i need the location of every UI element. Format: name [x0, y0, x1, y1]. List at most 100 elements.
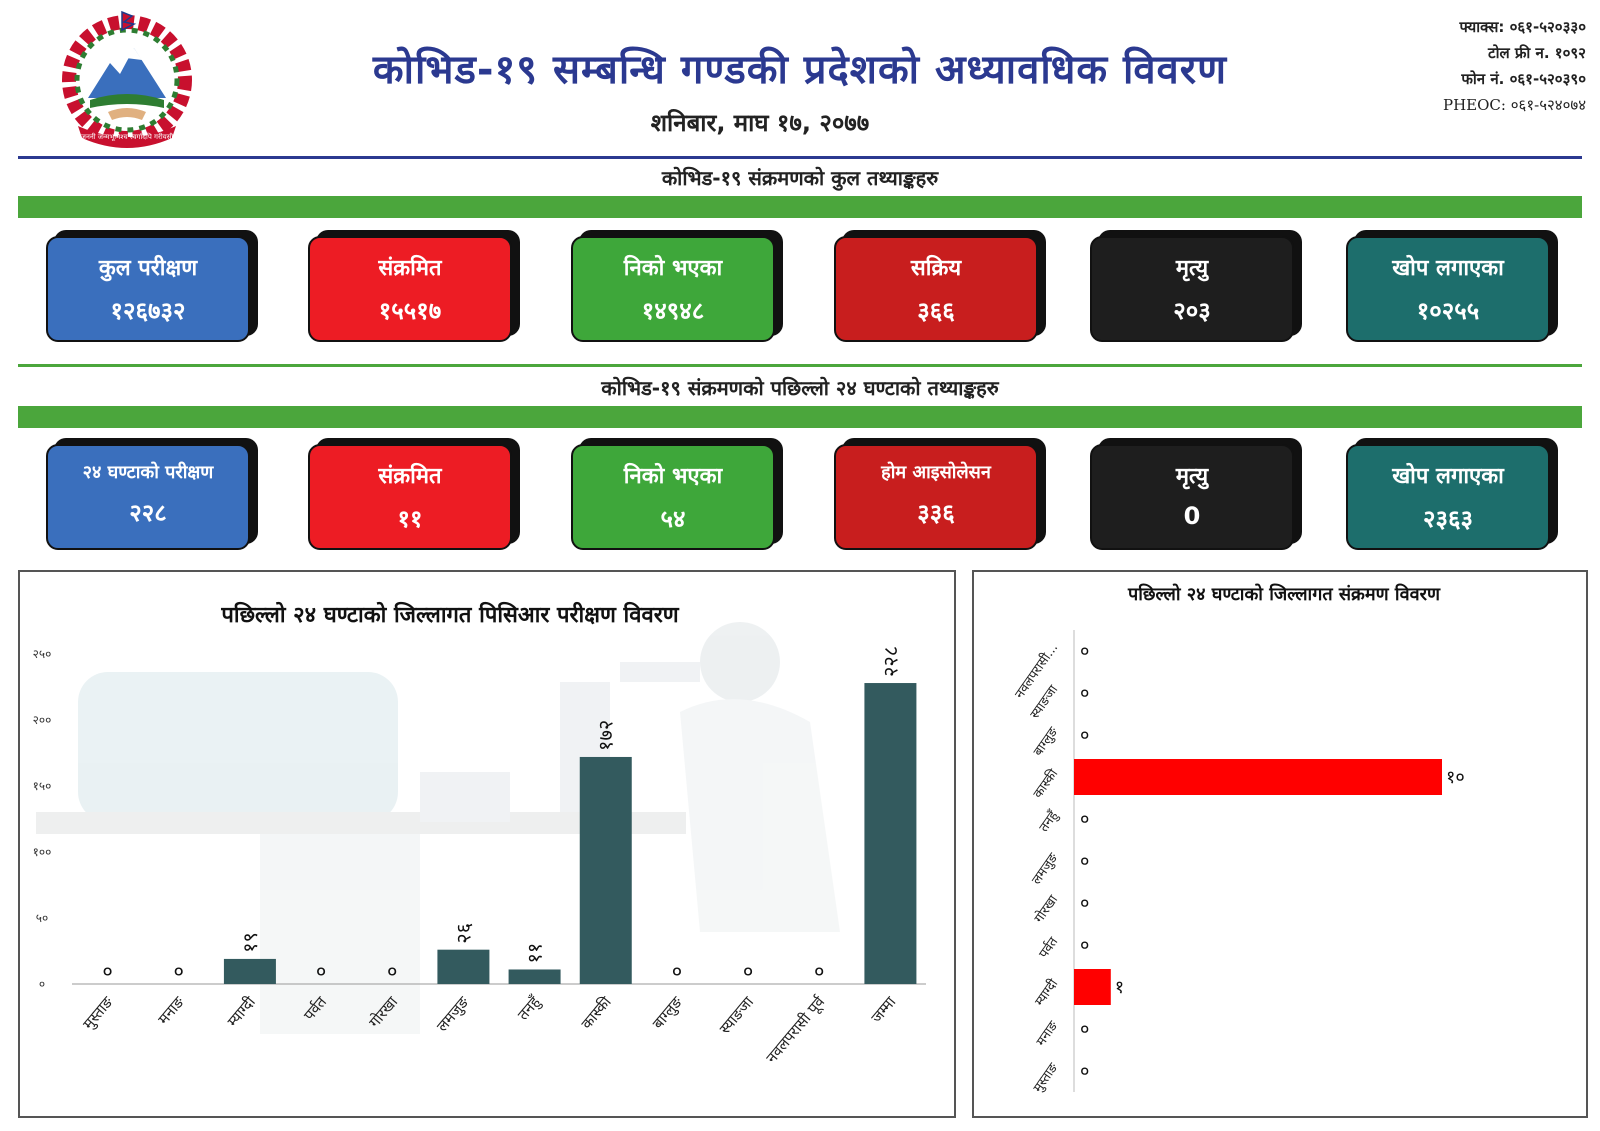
report-date: शनिबार, माघ १७, २०७७ [650, 109, 870, 137]
fax-number: फ्याक्स: ०६१-५२०३३० [1459, 18, 1586, 36]
card-label: खोप लगाएका [1392, 464, 1504, 489]
card-label: निको भएका [623, 464, 723, 489]
card-24h-tests: २४ घण्टाको परीक्षण २२८ [46, 444, 250, 550]
bar-value-label: ० [316, 959, 326, 983]
x-tick-label: मुस्ताङ [79, 993, 117, 1034]
x-tick-label: मनाङ [154, 993, 188, 1028]
bar [508, 969, 561, 984]
card-label: होम आइसोलेसन [881, 462, 991, 483]
24h-section-title: कोभिड-१९ संक्रमणको पछिल्लो २४ घण्टाको तथ… [601, 376, 999, 400]
bar-value-label: ० [174, 959, 184, 983]
y-tick-label: २०० [33, 713, 52, 727]
y-tick-label: ० [39, 977, 45, 991]
bar [223, 958, 276, 984]
bar [1074, 759, 1442, 795]
card-value: २२८ [129, 499, 167, 527]
x-tick-label: कास्की [577, 992, 615, 1032]
bar-value-label: ० [1080, 1061, 1089, 1082]
y-axis-labels: नवलपरासी...स्याङजाबाग्लुङकास्कीतनहुँलमजु… [1012, 640, 1063, 1095]
bar-value-label: १७२ [594, 720, 618, 751]
bar [437, 949, 490, 984]
bar-value-label: ० [1080, 1019, 1089, 1040]
x-tick-label: बाग्लुङ [649, 993, 687, 1033]
y-tick-label: तनहुँ [1036, 807, 1063, 835]
card-label: मृत्यु [1175, 256, 1209, 281]
total-section-band [18, 196, 1582, 218]
card-value: २३६३ [1423, 505, 1473, 533]
bar-value-label: ० [1080, 641, 1089, 662]
pcr-tests-bar-chart: पछिल्लो २४ घण्टाको जिल्लागत पिसिआर परीक्… [33, 601, 926, 1067]
card-label: खोप लगाएका [1392, 256, 1504, 281]
y-tick-label: १५० [33, 779, 52, 793]
y-tick-label: २५० [33, 647, 52, 661]
bar-value-label: ० [1080, 851, 1089, 872]
header-divider [18, 156, 1582, 159]
bar-value-label: ० [102, 959, 112, 983]
bar-value-label: ० [1080, 893, 1089, 914]
y-tick-label: पर्वत [1036, 934, 1062, 962]
chart-title: पछिल्लो २४ घण्टाको जिल्लागत पिसिआर परीक्… [220, 601, 679, 628]
toll-free-number: टोल फ्री न. १०९२ [1488, 44, 1586, 62]
bar-value-label: ० [1080, 725, 1089, 746]
y-axis: ० ५० १०० १५० २०० २५० [33, 647, 52, 991]
card-value: 0 [1183, 502, 1201, 530]
infection-bar-chart: पछिल्लो २४ घण्टाको जिल्लागत संक्रमण विवर… [1012, 583, 1465, 1095]
card-total-infected: संक्रमित १५५१७ [308, 236, 512, 342]
y-tick-label: मुस्ताङ [1031, 1060, 1062, 1095]
card-24h-home-isolation: होम आइसोलेसन ३३६ [834, 444, 1038, 550]
emblem-ribbon [78, 126, 176, 148]
bar-value-label: ० [1080, 683, 1089, 704]
24h-section-band [18, 406, 1582, 428]
flag-icon [121, 10, 137, 32]
mountain-icon [88, 48, 166, 98]
card-value: १०२५५ [1416, 297, 1480, 325]
card-label: संक्रमित [378, 256, 442, 281]
contact-info: फ्याक्स: ०६१-५२०३३० टोल फ्री न. १०९२ फोन… [1443, 14, 1586, 118]
x-tick-label: स्याङजा [716, 992, 758, 1037]
x-tick-label: नवलपरासी पूर्व [762, 992, 829, 1067]
card-value: १५५१७ [378, 297, 442, 325]
infection-chart-panel: पछिल्लो २४ घण्टाको जिल्लागत संक्रमण विवर… [972, 570, 1588, 1118]
card-label: मृत्यु [1175, 464, 1209, 489]
x-tick-label: जम्मा [867, 992, 900, 1026]
bar-value-label: १० [1446, 767, 1465, 788]
handshake-icon [108, 108, 146, 120]
card-label: निको भएका [623, 256, 723, 281]
bar [579, 756, 632, 984]
lab-background-illustration [36, 622, 840, 1034]
card-label: २४ घण्टाको परीक्षण [82, 462, 214, 483]
card-total-recovered: निको भएका १४९४८ [571, 236, 775, 342]
card-value: १४९४८ [641, 297, 705, 325]
bar-value-label: ० [1080, 809, 1089, 830]
emblem-motto: जननी जन्मभूमिश्च स्वर्गादपि गरीयसी [81, 132, 174, 141]
bar-value-label: १ [1115, 977, 1124, 998]
card-label: संक्रमित [378, 464, 442, 489]
y-tick-label: ५० [36, 911, 48, 925]
y-tick-label: कास्की [1030, 766, 1062, 802]
card-value: १२६७३२ [110, 297, 186, 325]
chart-title: पछिल्लो २४ घण्टाको जिल्लागत संक्रमण विवर… [1127, 583, 1441, 605]
bar [1074, 969, 1111, 1005]
section-divider [18, 364, 1582, 367]
bar-value-label: ० [387, 959, 397, 983]
card-label: कुल परीक्षण [98, 256, 198, 281]
x-tick-label: तनहुँ [514, 992, 545, 1024]
card-24h-vaccinated: खोप लगाएका २३६३ [1346, 444, 1550, 550]
card-value: ११ [397, 505, 423, 533]
card-value: ३६६ [917, 297, 955, 325]
card-24h-infected: संक्रमित ११ [308, 444, 512, 550]
y-tick-label: गोरखा [1031, 892, 1062, 926]
y-tick-label: १०० [33, 845, 52, 859]
card-24h-deaths: मृत्यु 0 [1090, 444, 1294, 550]
card-label: सक्रिय [910, 256, 962, 281]
pheoc-number: PHEOC: ०६१-५२४०७४ [1443, 96, 1586, 114]
nepal-emblem-logo: जननी जन्मभूमिश्च स्वर्गादपि गरीयसी [48, 8, 206, 153]
bar-value-label: ११ [523, 943, 547, 964]
x-tick-label: म्याग्दी [224, 992, 260, 1030]
card-24h-recovered: निको भएका ५४ [571, 444, 775, 550]
pcr-tests-chart-panel: पछिल्लो २४ घण्टाको जिल्लागत पिसिआर परीक्… [18, 570, 956, 1118]
card-total-vaccinated: खोप लगाएका १०२५५ [1346, 236, 1550, 342]
y-tick-label: म्याग्दी [1032, 976, 1062, 1009]
x-tick-label: लमजुङ [433, 993, 473, 1036]
card-total-deaths: मृत्यु २०३ [1090, 236, 1294, 342]
